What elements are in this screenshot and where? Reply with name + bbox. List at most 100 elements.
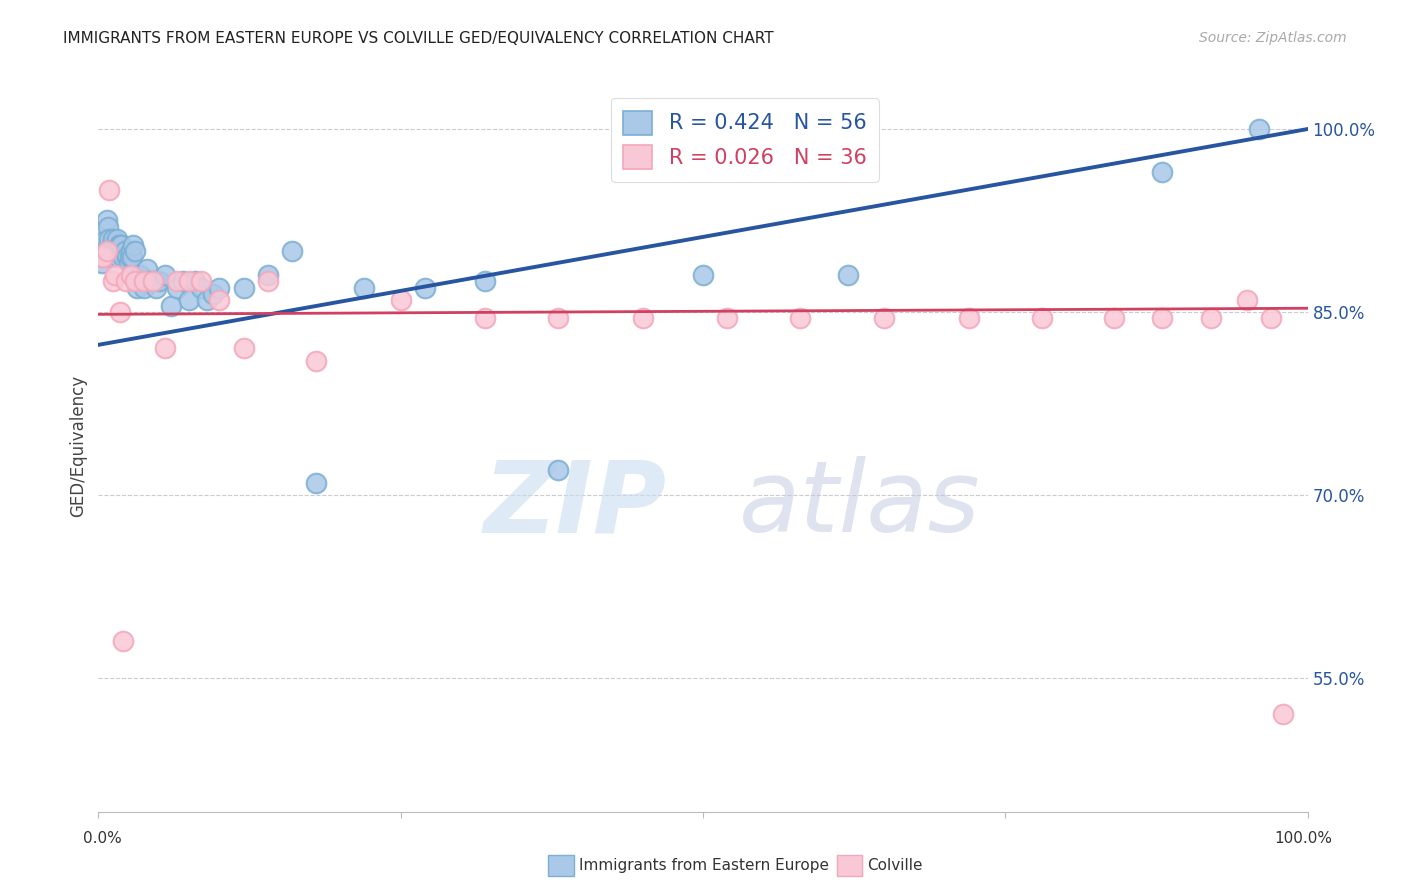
Point <box>547 463 569 477</box>
Point <box>1152 164 1174 178</box>
Text: IMMIGRANTS FROM EASTERN EUROPE VS COLVILLE GED/EQUIVALENCY CORRELATION CHART: IMMIGRANTS FROM EASTERN EUROPE VS COLVIL… <box>63 31 773 46</box>
Text: Immigrants from Eastern Europe: Immigrants from Eastern Europe <box>579 858 830 872</box>
Point <box>100 250 122 264</box>
Point <box>118 256 141 270</box>
Point <box>153 342 176 356</box>
Point <box>184 274 207 288</box>
Point <box>1249 122 1271 136</box>
Point <box>121 250 143 264</box>
Point <box>120 244 142 258</box>
Point <box>135 262 157 277</box>
Point <box>957 311 980 326</box>
Point <box>138 274 160 288</box>
Point <box>94 232 117 246</box>
Point <box>145 280 167 294</box>
Point <box>692 268 714 283</box>
Point <box>98 183 121 197</box>
Point <box>873 311 896 326</box>
Point <box>172 274 194 288</box>
Point <box>91 250 114 264</box>
Point <box>107 250 129 264</box>
Point <box>115 274 138 288</box>
Legend: R = 0.424   N = 56, R = 0.026   N = 36: R = 0.424 N = 56, R = 0.026 N = 36 <box>610 98 879 182</box>
Y-axis label: GED/Equivalency: GED/Equivalency <box>69 375 87 517</box>
Point <box>208 280 231 294</box>
Point <box>160 299 183 313</box>
Point <box>413 280 436 294</box>
Point <box>104 268 127 283</box>
Point <box>127 280 149 294</box>
Point <box>128 268 150 283</box>
Point <box>105 232 128 246</box>
Point <box>101 274 124 288</box>
Point <box>789 311 811 326</box>
Point <box>103 244 125 258</box>
Text: Source: ZipAtlas.com: Source: ZipAtlas.com <box>1199 31 1347 45</box>
Point <box>111 634 134 648</box>
Point <box>118 250 141 264</box>
Point <box>120 268 142 283</box>
Point <box>91 256 114 270</box>
Point <box>117 250 139 264</box>
Point <box>114 244 136 258</box>
Point <box>190 274 212 288</box>
Point <box>305 353 328 368</box>
Text: 100.0%: 100.0% <box>1274 831 1333 846</box>
Point <box>547 311 569 326</box>
Point <box>166 280 188 294</box>
Text: ZIP: ZIP <box>484 456 666 553</box>
Point <box>716 311 738 326</box>
Point <box>108 238 131 252</box>
Point <box>108 305 131 319</box>
Point <box>148 274 170 288</box>
Point <box>91 250 114 264</box>
Point <box>153 268 176 283</box>
Point <box>96 244 118 258</box>
Point <box>96 213 118 227</box>
Point <box>122 238 145 252</box>
Text: atlas: atlas <box>740 456 981 553</box>
Point <box>1031 311 1053 326</box>
Text: Colville: Colville <box>868 858 922 872</box>
Point <box>1199 311 1222 326</box>
Point <box>124 244 146 258</box>
Point <box>111 250 134 264</box>
Point <box>389 293 412 307</box>
Point <box>179 274 201 288</box>
Point <box>631 311 654 326</box>
Point <box>195 293 218 307</box>
Point <box>98 232 121 246</box>
Point <box>1260 311 1282 326</box>
Point <box>101 232 124 246</box>
Point <box>256 268 278 283</box>
Point <box>179 293 201 307</box>
Point <box>837 268 859 283</box>
Point <box>142 274 165 288</box>
Point <box>142 274 165 288</box>
Point <box>110 238 132 252</box>
Point <box>474 274 496 288</box>
Text: 0.0%: 0.0% <box>83 831 122 846</box>
Point <box>1236 293 1258 307</box>
Point <box>100 238 122 252</box>
Point <box>108 238 131 252</box>
Point <box>104 244 127 258</box>
Point <box>208 293 231 307</box>
Point <box>1102 311 1125 326</box>
Point <box>305 475 328 490</box>
Point <box>131 274 153 288</box>
Point <box>134 274 156 288</box>
Point <box>93 244 115 258</box>
Point <box>190 280 212 294</box>
Point <box>202 286 225 301</box>
Point <box>1272 707 1295 722</box>
Point <box>256 274 278 288</box>
Point <box>353 280 375 294</box>
Point <box>474 311 496 326</box>
Point <box>97 219 120 234</box>
Point <box>232 342 254 356</box>
Point <box>134 280 156 294</box>
Point <box>124 274 146 288</box>
Point <box>1152 311 1174 326</box>
Point <box>281 244 304 258</box>
